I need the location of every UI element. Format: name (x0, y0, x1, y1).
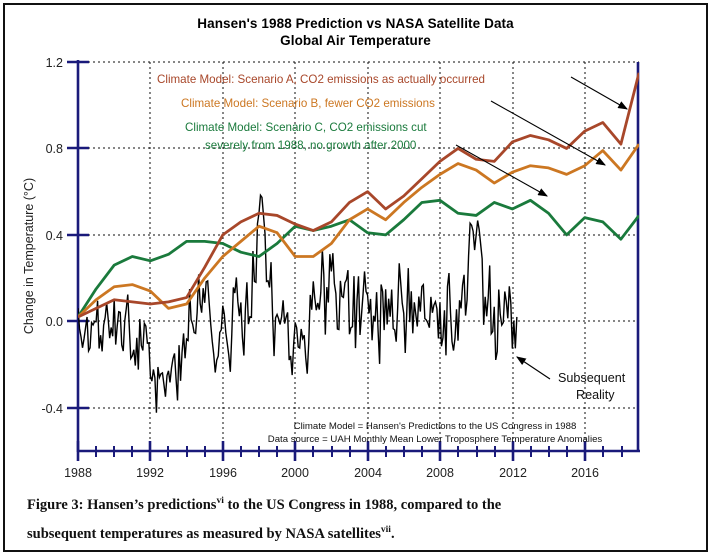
plot-area: 1.2 0.8 0.4 0.0 -0.4 1988 1992 1996 2000… (5, 5, 706, 486)
gridlines (77, 61, 639, 451)
series-line-scenario-a (78, 72, 639, 319)
y-axis-title: Change in Temperature (°C) (22, 178, 36, 334)
axis-lines (76, 60, 640, 453)
x-axis-ticks (76, 441, 623, 461)
legend-leader-arrows (455, 76, 628, 197)
x-tick-label: 2004 (354, 466, 382, 480)
x-tick-label: 2016 (571, 466, 599, 480)
plot-footnotes: Climate Model = Hansen's Predictions to … (268, 421, 603, 445)
chart-title-line1: Hansen's 1988 Prediction vs NASA Satelli… (197, 16, 514, 31)
figure-caption: Figure 3: Hansen’s predictionsvi to the … (5, 489, 706, 552)
figure-frame: Hansen's 1988 Prediction vs NASA Satelli… (3, 3, 708, 552)
annotation-subsequent-reality: Subsequent Reality (516, 356, 626, 402)
chart-title: Hansen's 1988 Prediction vs NASA Satelli… (5, 15, 706, 49)
legend-label-scenario-c-line1: Climate Model: Scenario C, CO2 emissions… (185, 121, 427, 134)
series-group (78, 72, 639, 413)
caption-footnote-marker-vi: vi (216, 496, 224, 506)
x-tick-label: 1992 (136, 466, 164, 480)
caption-line-2: subsequent temperatures as measured by N… (5, 518, 706, 547)
x-tick-labels: 1988 1992 1996 2000 2004 2008 2012 2016 (64, 466, 599, 480)
y-tick-label: 1.2 (46, 56, 63, 70)
subsequent-reality-label-line1: Subsequent (558, 371, 626, 385)
footnote-line-1: Climate Model = Hansen's Predictions to … (294, 421, 577, 432)
chart-container: Hansen's 1988 Prediction vs NASA Satelli… (5, 5, 706, 486)
leader-arrow-scenario-b (490, 100, 606, 166)
x-tick-label: 2012 (499, 466, 527, 480)
leader-arrow-scenario-c (455, 144, 548, 197)
series-line-observations (78, 193, 518, 413)
series-line-scenario-c (78, 198, 639, 318)
x-tick-label: 2008 (426, 466, 454, 480)
caption-footnote-marker-vii: vii (380, 524, 391, 535)
subsequent-reality-label-line2: Reality (576, 388, 615, 402)
caption-line-1-text-b: to the US Congress in 1988, compared to … (223, 496, 502, 513)
y-tick-label: 0.8 (46, 142, 63, 156)
chart-title-line2: Global Air Temperature (280, 33, 431, 48)
y-axis-ticks (67, 60, 89, 410)
y-tick-label: -0.4 (41, 402, 63, 416)
footnote-line-2: Data source = UAH Monthly Mean Lower Tro… (268, 434, 603, 445)
caption-line-2-text-a: subsequent temperatures as measured by N… (27, 525, 381, 542)
legend-label-scenario-c-line2: severely from 1988, no growth after 2000 (205, 139, 416, 152)
caption-line-1-text-a: Figure 3: Hansen’s predictions (27, 496, 217, 513)
x-tick-label: 2000 (281, 466, 309, 480)
caption-line-1: Figure 3: Hansen’s predictionsvi to the … (5, 489, 706, 518)
leader-arrow-scenario-a (570, 76, 628, 110)
y-tick-labels: 1.2 0.8 0.4 0.0 -0.4 (41, 56, 63, 416)
x-tick-label: 1996 (209, 466, 237, 480)
caption-line-2-text-b: . (390, 525, 395, 542)
legend: Climate Model: Scenario A, CO2 emissions… (157, 73, 485, 152)
legend-label-scenario-a: Climate Model: Scenario A, CO2 emissions… (157, 73, 485, 86)
legend-label-scenario-b: Climate Model: Scenario B, fewer CO2 emi… (181, 97, 435, 110)
x-tick-label: 1988 (64, 466, 92, 480)
y-tick-label: 0.0 (46, 315, 63, 329)
chart-svg: 1.2 0.8 0.4 0.0 -0.4 1988 1992 1996 2000… (22, 56, 640, 480)
series-line-scenario-b (78, 143, 639, 319)
y-tick-label: 0.4 (46, 229, 63, 243)
subsequent-reality-arrow (516, 356, 551, 380)
